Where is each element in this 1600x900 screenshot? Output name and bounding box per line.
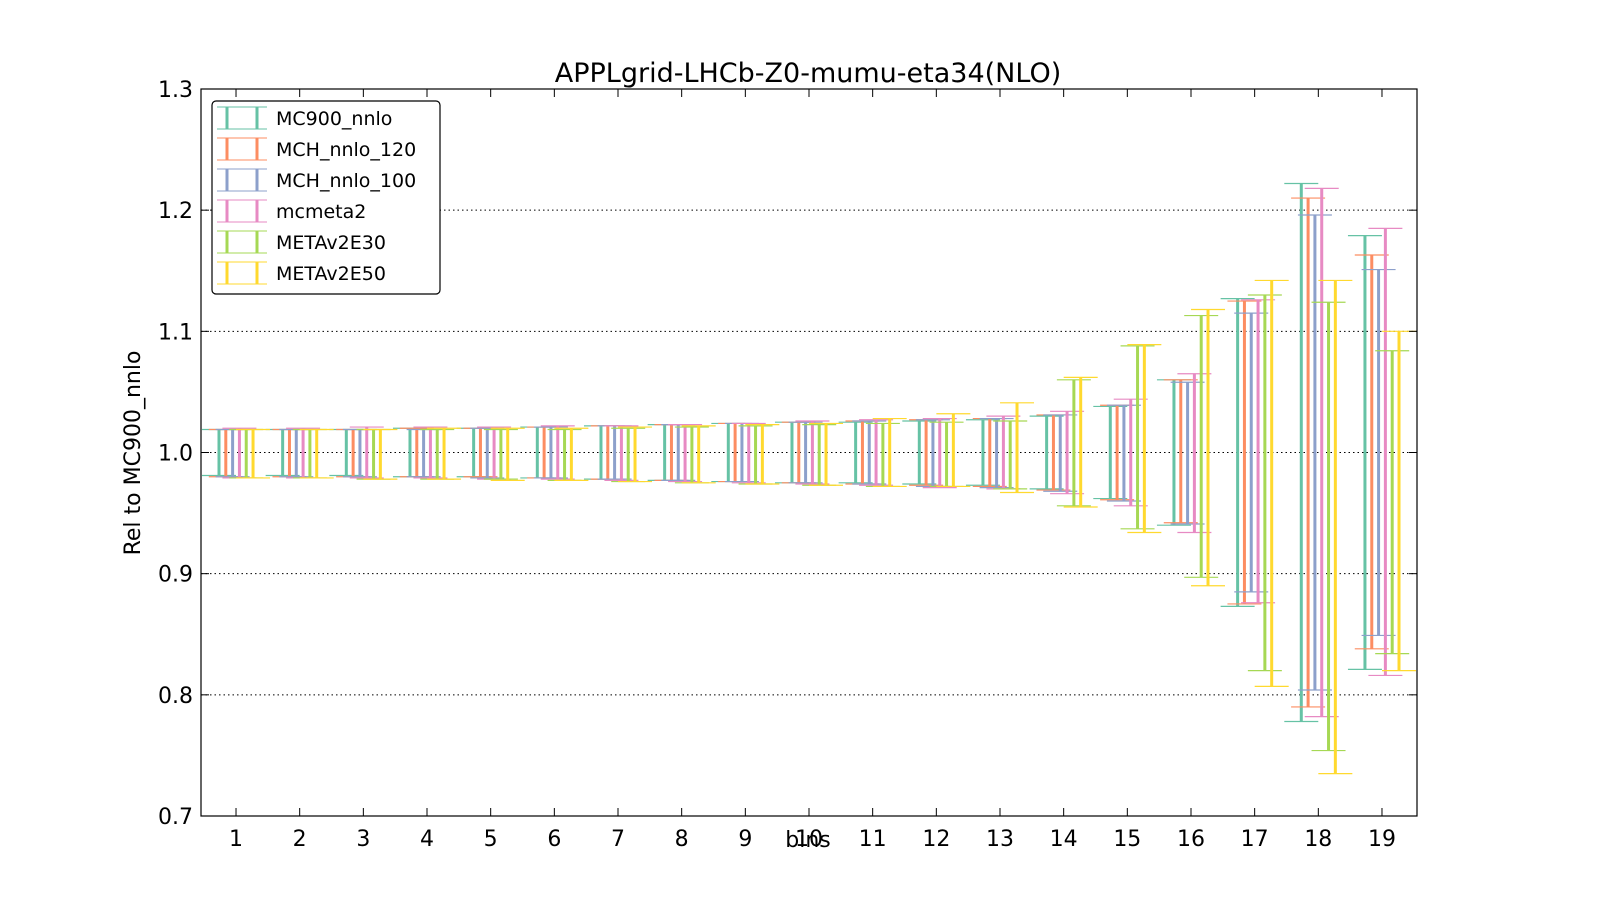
y-tick-label: 1.3 [158,78,193,103]
legend-label: MCH_nnlo_100 [276,170,416,192]
x-tick-label: 4 [420,827,434,852]
legend-label: METAv2E30 [276,232,386,254]
y-tick-label: 1.0 [158,442,193,467]
legend-label: MCH_nnlo_120 [276,139,416,161]
x-tick-label: 1 [229,827,243,852]
x-tick-label: 11 [859,827,887,852]
x-tick-label: 5 [484,827,498,852]
x-tick-label: 19 [1368,827,1396,852]
x-tick-label: 13 [986,827,1014,852]
x-tick-label: 14 [1050,827,1078,852]
legend-label: mcmeta2 [276,201,366,223]
y-tick-label: 1.2 [158,199,193,224]
x-tick-label: 9 [738,827,752,852]
x-tick-label: 17 [1241,827,1269,852]
y-tick-label: 0.9 [158,563,193,588]
x-tick-label: 12 [922,827,950,852]
y-tick-label: 0.7 [158,805,193,830]
y-axis-label: Rel to MC900_nnlo [121,351,146,556]
axis-ticks: 0.70.80.91.01.11.21.31 2 3 4 5 6 7 8 9 10 11 12 13 14… [158,78,1417,852]
y-tick-label: 1.1 [158,320,193,345]
legend-label: METAv2E50 [276,263,386,285]
x-tick-label: 2 [293,827,307,852]
x-axis-label: bins [785,828,830,853]
x-tick-label: 18 [1304,827,1332,852]
y-tick-label: 0.8 [158,684,193,709]
error-bars [201,182,1417,775]
x-tick-label: 7 [611,827,625,852]
chart-title: APPLgrid-LHCb-Z0-mumu-eta34(NLO) [555,58,1061,89]
x-tick-label: 16 [1177,827,1205,852]
legend-box [211,100,441,295]
x-tick-label: 3 [356,827,370,852]
x-tick-label: 8 [675,827,689,852]
gridlines [201,209,1417,696]
x-tick-label: 15 [1113,827,1141,852]
x-tick-label: 10 [795,827,823,852]
legend-label: MC900_nnlo [276,108,392,130]
legend: MC900_nnlo MCH_nnlo_120 MCH_nnlo_100mcmeta… [211,100,441,295]
x-tick-label: 6 [547,827,561,852]
